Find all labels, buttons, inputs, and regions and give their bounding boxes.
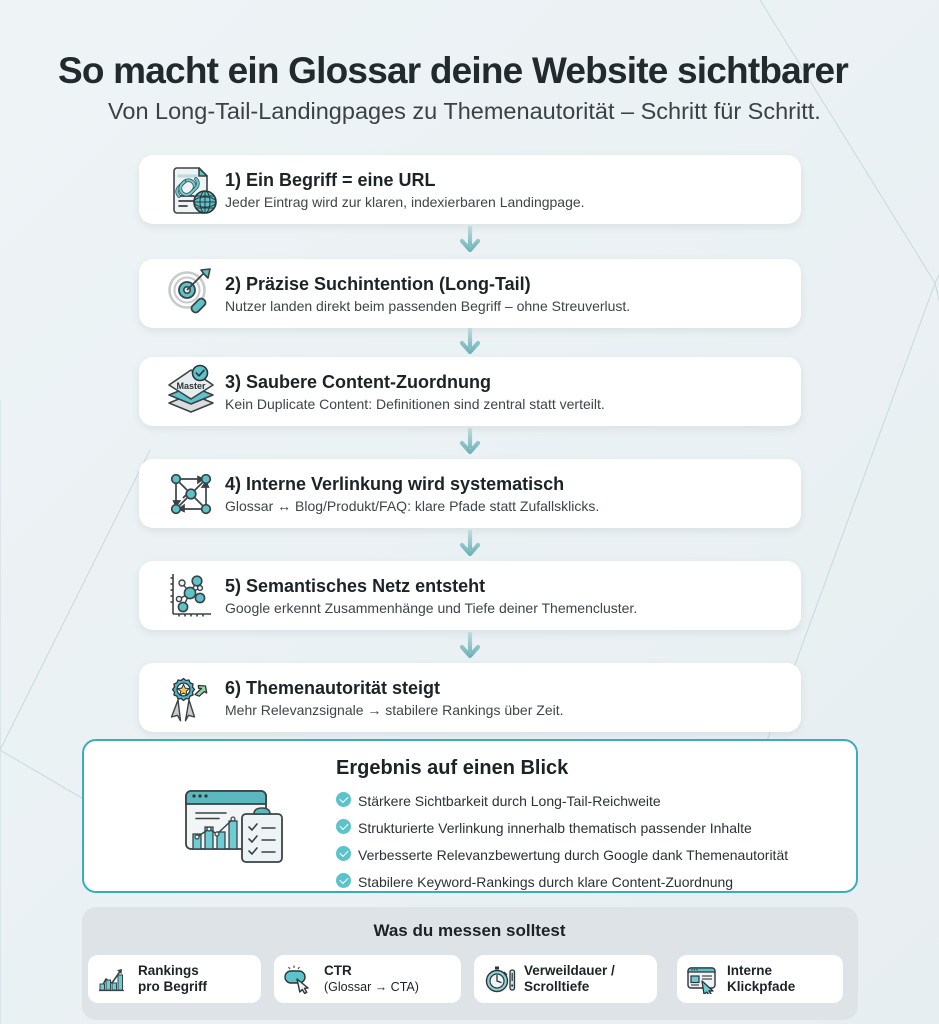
svg-text:Master: Master <box>176 381 206 391</box>
